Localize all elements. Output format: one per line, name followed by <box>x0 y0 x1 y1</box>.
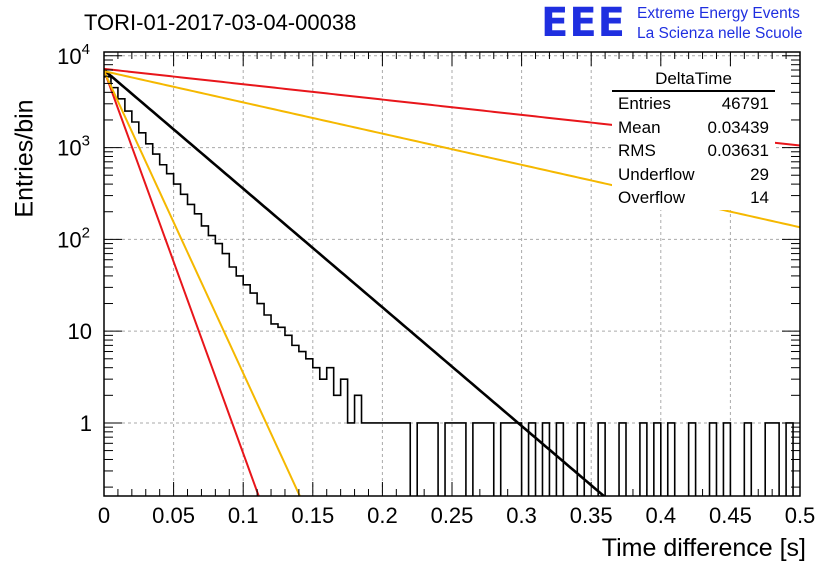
logo-caption-line2: La Scienza nelle Scuole <box>637 25 803 42</box>
x-tick-label: 0.05 <box>152 503 195 528</box>
logo-caption-line1: Extreme Energy Events <box>637 5 800 22</box>
x-tick-label: 0.3 <box>506 503 537 528</box>
y-tick-label: 1 <box>80 411 92 436</box>
histogram-delta-time <box>104 76 794 496</box>
y-tick-label: 103 <box>57 133 90 161</box>
stats-value: 14 <box>750 188 769 207</box>
x-tick-label: 0.45 <box>709 503 752 528</box>
stats-value: 0.03439 <box>707 117 769 137</box>
chart-title: TORI-01-2017-03-04-00038 <box>84 10 357 35</box>
stats-value: 0.03631 <box>707 141 769 160</box>
stats-value: 29 <box>750 164 769 184</box>
y-tick-label: 104 <box>57 41 90 69</box>
x-tick-label: 0.2 <box>367 503 398 528</box>
stats-row-rms: RMS 0.03631 <box>612 139 775 163</box>
stats-label: RMS <box>618 141 656 160</box>
fit-curve-2 <box>104 70 301 496</box>
x-tick-label: 0.1 <box>228 503 259 528</box>
stats-row-underflow: Underflow 29 <box>612 163 775 187</box>
stats-label: Mean <box>618 117 661 137</box>
stats-box-title: DeltaTime <box>612 68 775 92</box>
stats-box: DeltaTime Entries 46791 Mean 0.03439 RMS… <box>612 68 775 210</box>
y-axis-label-text: Entries/bin <box>10 99 39 218</box>
x-tick-label: 0 <box>98 503 110 528</box>
x-tick-label: 0.25 <box>431 503 474 528</box>
stats-row-mean: Mean 0.03439 <box>612 116 775 140</box>
fit-curve-1 <box>104 69 260 496</box>
eee-logo: EEE <box>541 0 626 46</box>
stats-row-overflow: Overflow 14 <box>612 186 775 210</box>
x-tick-label: 0.15 <box>291 503 334 528</box>
stats-row-entries: Entries 46791 <box>612 92 775 116</box>
stats-value: 46791 <box>721 94 769 113</box>
y-tick-label: 102 <box>57 224 90 252</box>
logo-caption: Extreme Energy Events La Scienza nelle S… <box>637 4 802 44</box>
x-tick-label: 0.35 <box>570 503 613 528</box>
stats-label: Underflow <box>618 164 695 184</box>
x-axis-label: Time difference [s] <box>601 534 806 562</box>
x-tick-label: 0.4 <box>646 503 677 528</box>
y-axis-label: Entries/bin <box>4 99 44 220</box>
stats-label: Overflow <box>618 188 686 207</box>
y-tick-label: 10 <box>68 319 92 344</box>
stats-label: Entries <box>618 94 671 113</box>
fit-curve-0 <box>104 69 606 496</box>
x-tick-label: 0.5 <box>785 503 816 528</box>
